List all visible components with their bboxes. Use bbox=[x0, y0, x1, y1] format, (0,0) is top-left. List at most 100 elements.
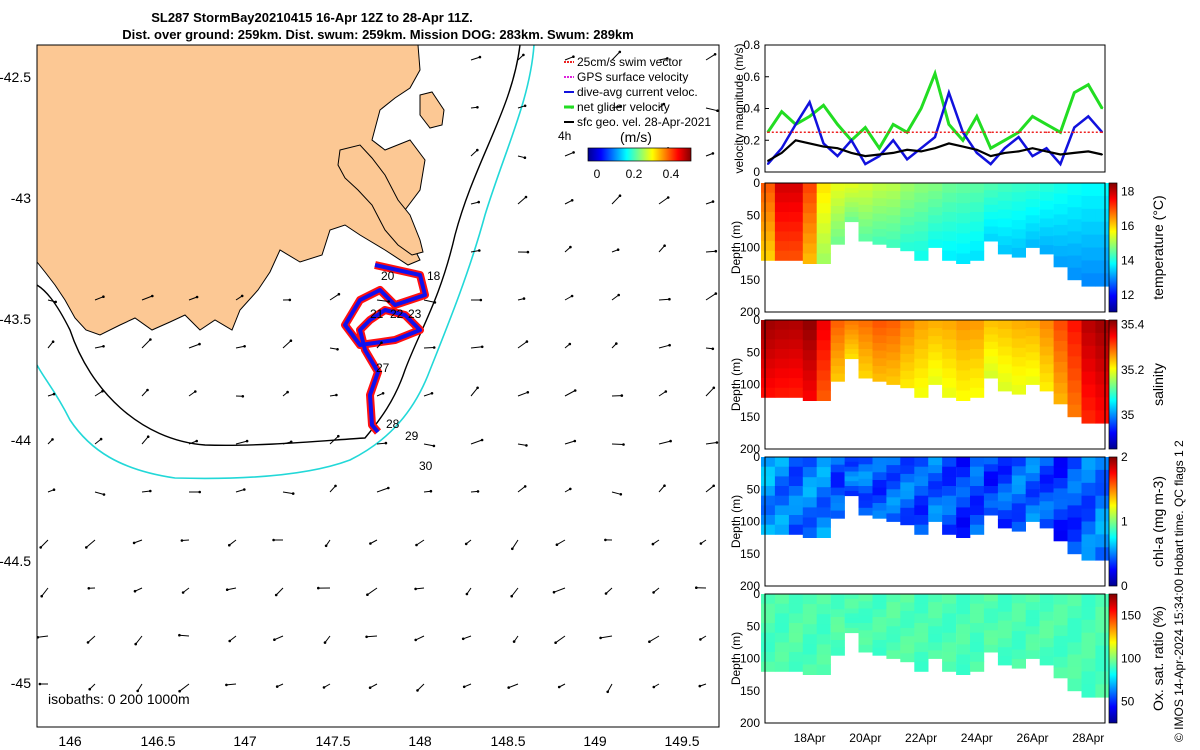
velocity-point bbox=[822, 104, 825, 107]
heatmap-cell bbox=[997, 638, 1013, 648]
colorbar-tick: 18 bbox=[1121, 185, 1135, 199]
heatmap-cell bbox=[872, 617, 887, 626]
velocity-point bbox=[892, 123, 894, 126]
velocity-point bbox=[1045, 150, 1048, 153]
heatmap-cell bbox=[900, 610, 915, 620]
velocity-point bbox=[1073, 91, 1076, 94]
heatmap-cell bbox=[900, 370, 915, 380]
heatmap-cell bbox=[970, 358, 985, 369]
heatmap-cell bbox=[816, 457, 831, 468]
heatmap-cell bbox=[802, 457, 817, 468]
heatmap-cell bbox=[970, 594, 985, 605]
heatmap-cell bbox=[1081, 547, 1096, 561]
lon-tick: 149.5 bbox=[664, 733, 699, 749]
heatmap-cell bbox=[1067, 493, 1082, 506]
isobaths-label: isobaths: 0 200 1000m bbox=[48, 691, 190, 707]
title-line-1: SL287 StormBay20210415 16-Apr 12Z to 28-… bbox=[151, 10, 473, 25]
heatmap-cell bbox=[816, 370, 831, 381]
current-arrow-head bbox=[273, 638, 276, 641]
isobath-200m bbox=[37, 45, 521, 447]
current-arrow-head bbox=[699, 638, 702, 641]
current-arrow-head bbox=[134, 642, 137, 646]
heatmap-cell bbox=[997, 647, 1013, 657]
heatmap-cell bbox=[788, 466, 804, 477]
heatmap-cell bbox=[928, 465, 943, 474]
velocity-point bbox=[934, 136, 936, 138]
current-arrow-head bbox=[523, 104, 527, 108]
current-arrow bbox=[423, 392, 433, 397]
current-arrow-head bbox=[568, 342, 572, 346]
heatmap-cell bbox=[774, 603, 790, 614]
heatmap-cell bbox=[1011, 631, 1026, 641]
heatmap-cell bbox=[997, 457, 1013, 467]
heatmap-cell bbox=[928, 231, 943, 240]
heatmap-cell bbox=[886, 223, 901, 232]
current-arrow-head bbox=[462, 685, 466, 689]
current-arrow-head bbox=[476, 148, 479, 152]
heatmap-cell bbox=[1067, 678, 1082, 692]
heatmap-cell bbox=[761, 661, 776, 672]
current-arrow bbox=[611, 443, 624, 445]
heatmap-cell bbox=[970, 368, 985, 379]
heatmap-cell bbox=[997, 337, 1013, 347]
current-arrow-head bbox=[429, 489, 433, 493]
heatmap-cell bbox=[997, 492, 1013, 502]
heatmap-cell bbox=[970, 457, 985, 468]
current-arrow-head bbox=[480, 438, 484, 442]
heatmap-cell bbox=[886, 376, 901, 385]
heatmap-cell bbox=[914, 387, 929, 398]
heatmap-cell bbox=[970, 212, 985, 223]
heatmap-cell bbox=[858, 500, 873, 509]
current-arrow-head bbox=[573, 389, 577, 392]
current-arrow-head bbox=[511, 547, 514, 551]
current-arrow-head bbox=[322, 686, 326, 689]
heatmap-cell bbox=[914, 457, 929, 468]
heatmap-cell bbox=[1025, 594, 1040, 603]
current-arrow bbox=[94, 345, 104, 349]
velocity-point bbox=[836, 131, 839, 134]
velocity-point bbox=[1059, 131, 1062, 134]
heatmap-cell bbox=[914, 320, 929, 331]
heatmap-cell bbox=[942, 329, 957, 340]
heatmap-cell bbox=[774, 594, 790, 605]
heatmap-cell bbox=[1053, 467, 1068, 479]
heatmap-cell bbox=[956, 594, 971, 605]
heatmap-cell bbox=[928, 328, 943, 337]
heatmap-cell bbox=[761, 524, 776, 535]
heatmap-cell bbox=[928, 594, 943, 603]
heatmap-cell bbox=[1053, 656, 1068, 668]
heatmap-cell bbox=[900, 602, 915, 612]
surface-current-vectors bbox=[37, 50, 719, 694]
heatmap-cell bbox=[788, 524, 804, 535]
current-arrow bbox=[556, 539, 566, 546]
colorbar-label: Ox. sat. ratio (%) bbox=[1150, 606, 1166, 711]
heatmap-cell bbox=[983, 594, 999, 602]
heatmap-cell bbox=[1025, 231, 1040, 240]
heatmap-cell bbox=[774, 192, 790, 203]
heatmap-cell bbox=[774, 457, 790, 468]
heatmap-cell bbox=[970, 613, 985, 624]
heatmap-cell bbox=[872, 198, 887, 207]
heatmap-cell bbox=[1025, 473, 1040, 482]
velocity-point bbox=[1003, 152, 1006, 154]
heatmap-cell bbox=[970, 349, 985, 360]
heatmap-cell bbox=[1025, 376, 1040, 385]
current-arrow-head bbox=[652, 591, 655, 594]
heatmap-cell bbox=[914, 495, 929, 506]
heatmap-cell bbox=[900, 191, 915, 201]
day-label: 21 bbox=[370, 307, 384, 321]
heatmap-cell bbox=[1053, 478, 1068, 489]
current-arrow-head bbox=[433, 301, 437, 304]
current-arrow bbox=[229, 635, 237, 642]
heatmap-cell bbox=[1039, 638, 1054, 648]
heatmap-cell bbox=[914, 192, 929, 203]
velocity-point bbox=[822, 131, 825, 134]
heatmap-cell bbox=[761, 221, 776, 232]
heatmap-cell bbox=[997, 183, 1013, 193]
heatmap-cell bbox=[1011, 201, 1026, 212]
velocity-point bbox=[808, 142, 811, 145]
heatmap-cell bbox=[886, 650, 901, 659]
heatmap-cell bbox=[942, 623, 957, 634]
heatmap-cell bbox=[914, 603, 929, 614]
heatmap-cell bbox=[1053, 245, 1068, 257]
